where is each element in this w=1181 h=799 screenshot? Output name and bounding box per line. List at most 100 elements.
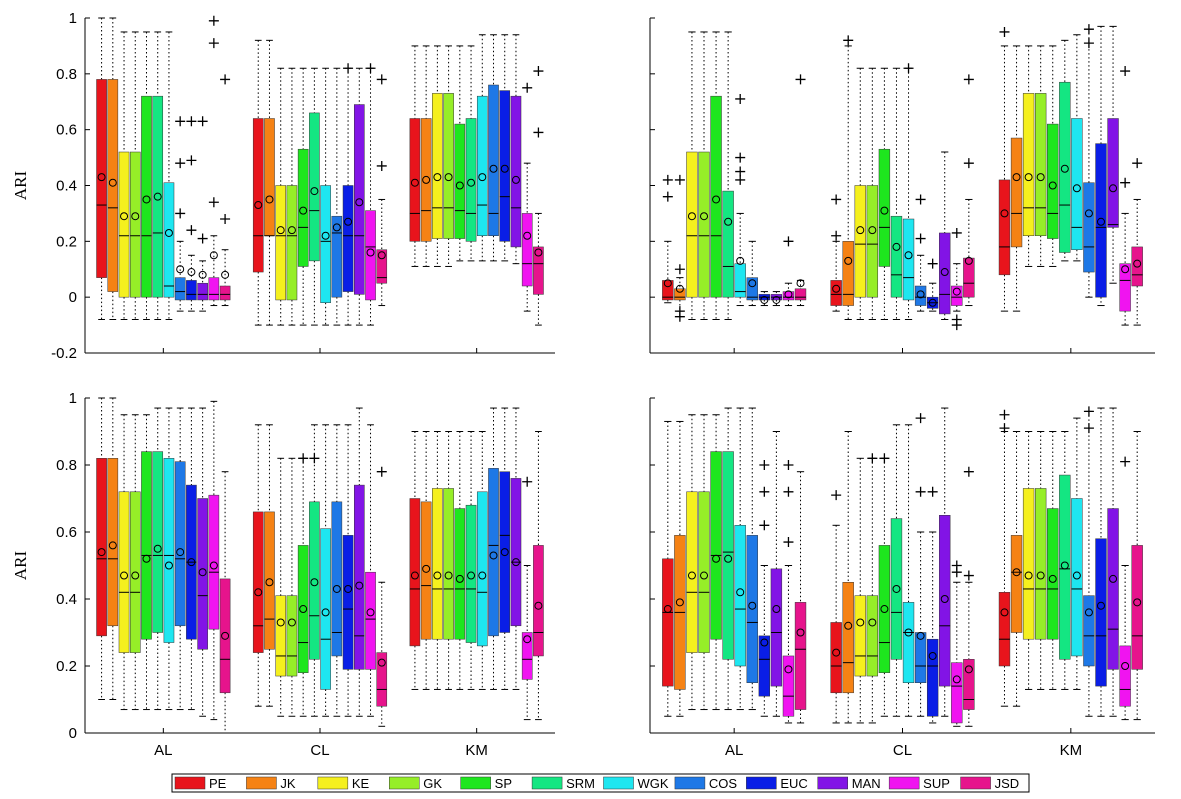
box-cl-wgk	[902, 63, 915, 320]
mean-marker	[131, 212, 140, 221]
mean-marker	[1000, 209, 1009, 218]
mean-marker	[410, 571, 419, 580]
mean-marker	[856, 618, 865, 627]
mean-marker	[176, 548, 185, 557]
box-cl-sup	[365, 424, 376, 717]
box-km-cos	[488, 34, 499, 262]
box-km-ke	[432, 431, 443, 690]
mean-marker	[832, 648, 841, 657]
box-al-gk	[129, 31, 141, 320]
mean-marker	[712, 195, 721, 204]
box-iqr	[499, 471, 511, 633]
outlier-marker	[915, 233, 926, 244]
mean-marker	[344, 584, 353, 593]
outlier-marker	[1120, 456, 1131, 467]
box-iqr	[914, 285, 927, 306]
legend-entry-sp: SP	[460, 776, 512, 791]
mean-marker	[433, 173, 442, 182]
box-iqr	[794, 288, 807, 301]
box-iqr	[866, 595, 879, 677]
outlier-marker	[522, 82, 533, 93]
mean-marker	[904, 251, 913, 260]
mean-marker	[209, 561, 218, 570]
box-iqr	[432, 93, 443, 239]
box-cl-srm	[309, 424, 320, 717]
box-iqr	[830, 622, 842, 694]
mean-marker	[478, 173, 487, 182]
box-iqr	[770, 568, 783, 687]
mean-marker	[198, 270, 207, 279]
y-axis-label: ARI	[11, 551, 30, 581]
x-tick-label-cl: CL	[893, 742, 912, 759]
box-iqr	[914, 632, 927, 683]
box-cl-jsd	[963, 466, 975, 727]
box-cl-sp	[878, 67, 891, 320]
box-km-pe	[998, 409, 1011, 707]
box-al-man	[197, 407, 208, 717]
box-iqr	[1034, 93, 1047, 236]
mean-marker	[366, 248, 375, 257]
box-al-sp	[141, 31, 152, 320]
box-al-ke	[686, 414, 698, 711]
box-al-euc	[186, 407, 197, 711]
x-tick-label-cl: CL	[310, 742, 329, 759]
y-tick-label: 0.2	[56, 233, 77, 250]
mean-marker	[1060, 164, 1069, 173]
box-iqr	[420, 118, 432, 242]
box-al-srm	[152, 31, 164, 320]
box-cl-cos	[331, 424, 343, 717]
mean-marker	[1024, 571, 1033, 580]
box-iqr	[902, 602, 915, 683]
legend-swatch	[674, 776, 706, 790]
box-km-sp	[1047, 431, 1059, 690]
box-al-sup	[782, 460, 795, 724]
outlier-marker	[951, 560, 962, 571]
box-cl-sp	[297, 67, 309, 326]
box-cl-jsd	[376, 466, 388, 727]
outlier-marker	[999, 423, 1010, 434]
y-tick-label: 0.6	[56, 524, 77, 541]
box-iqr	[297, 148, 309, 267]
outlier-marker	[783, 486, 794, 497]
mean-marker	[511, 558, 520, 567]
box-al-cos	[174, 407, 186, 711]
box-cl-jk	[264, 424, 275, 707]
box-iqr	[1095, 143, 1107, 298]
legend-label: KE	[352, 776, 370, 791]
legend-entry-wgk: WGK	[603, 776, 669, 791]
box-iqr	[264, 511, 275, 650]
box-iqr	[174, 277, 186, 301]
mean-marker	[153, 192, 162, 201]
outlier-marker	[175, 208, 186, 219]
box-iqr	[420, 501, 432, 640]
box-cl-sup	[951, 560, 963, 727]
box-iqr	[842, 241, 854, 306]
mean-marker	[1072, 571, 1081, 580]
mean-marker	[724, 554, 733, 563]
box-al-sup	[782, 236, 795, 307]
outlier-marker	[735, 152, 746, 163]
box-iqr	[1107, 118, 1119, 228]
mean-marker	[489, 164, 498, 173]
mean-marker	[1121, 662, 1130, 670]
box-cl-euc	[926, 486, 939, 724]
y-tick-label: 1	[69, 10, 77, 27]
mean-marker	[377, 251, 386, 260]
outlier-marker	[674, 306, 685, 317]
box-cl-jsd	[963, 74, 975, 307]
outlier-marker	[208, 15, 219, 26]
mean-marker	[784, 665, 793, 674]
box-iqr	[275, 595, 287, 677]
box-al-jsd	[219, 471, 231, 734]
mean-marker	[700, 212, 709, 221]
mean-marker	[422, 175, 431, 184]
box-cl-ke	[854, 67, 866, 320]
legend-swatch	[888, 776, 920, 790]
box-km-gk	[443, 431, 454, 690]
box-iqr	[1083, 595, 1095, 667]
mean-marker	[663, 605, 672, 614]
box-al-cos	[174, 116, 186, 312]
mean-marker	[120, 212, 129, 221]
box-iqr	[902, 218, 915, 301]
